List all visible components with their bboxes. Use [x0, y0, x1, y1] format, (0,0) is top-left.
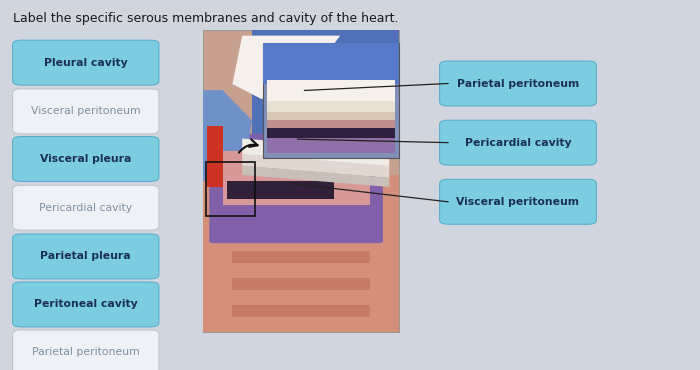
FancyBboxPatch shape	[227, 181, 335, 199]
FancyBboxPatch shape	[209, 134, 383, 243]
FancyBboxPatch shape	[203, 175, 399, 332]
FancyBboxPatch shape	[232, 278, 370, 290]
Polygon shape	[207, 127, 223, 187]
FancyBboxPatch shape	[267, 80, 395, 101]
FancyBboxPatch shape	[13, 40, 159, 85]
FancyBboxPatch shape	[13, 282, 159, 327]
Polygon shape	[232, 36, 340, 99]
Text: Visceral peritoneum: Visceral peritoneum	[31, 106, 141, 116]
FancyBboxPatch shape	[440, 179, 596, 224]
FancyBboxPatch shape	[13, 89, 159, 134]
Text: Peritoneal cavity: Peritoneal cavity	[34, 299, 138, 309]
Text: Parietal peritoneum: Parietal peritoneum	[457, 78, 579, 88]
Polygon shape	[242, 166, 389, 187]
Polygon shape	[242, 138, 389, 169]
Text: Label the specific serous membranes and cavity of the heart.: Label the specific serous membranes and …	[13, 12, 398, 25]
FancyBboxPatch shape	[262, 44, 399, 84]
FancyBboxPatch shape	[267, 120, 395, 128]
FancyBboxPatch shape	[203, 30, 399, 332]
FancyBboxPatch shape	[13, 234, 159, 279]
FancyBboxPatch shape	[223, 151, 370, 205]
FancyBboxPatch shape	[232, 223, 370, 235]
FancyBboxPatch shape	[252, 30, 399, 151]
FancyBboxPatch shape	[267, 112, 395, 120]
FancyBboxPatch shape	[267, 138, 395, 152]
Text: Pleural cavity: Pleural cavity	[44, 58, 127, 68]
Text: Parietal peritoneum: Parietal peritoneum	[32, 347, 139, 357]
Polygon shape	[242, 154, 389, 178]
Text: Visceral peritoneum: Visceral peritoneum	[456, 197, 580, 207]
Text: Visceral pleura: Visceral pleura	[40, 154, 132, 164]
FancyBboxPatch shape	[232, 250, 370, 263]
FancyBboxPatch shape	[440, 120, 596, 165]
FancyBboxPatch shape	[262, 44, 399, 158]
FancyBboxPatch shape	[13, 185, 159, 230]
FancyBboxPatch shape	[13, 330, 159, 370]
Text: Parietal pleura: Parietal pleura	[41, 252, 131, 262]
FancyBboxPatch shape	[440, 61, 596, 106]
Polygon shape	[203, 90, 252, 181]
Text: Pericardial cavity: Pericardial cavity	[465, 138, 571, 148]
FancyBboxPatch shape	[13, 137, 159, 181]
Text: Pericardial cavity: Pericardial cavity	[39, 203, 132, 213]
FancyBboxPatch shape	[267, 128, 395, 138]
FancyBboxPatch shape	[267, 101, 395, 112]
FancyBboxPatch shape	[232, 305, 370, 317]
FancyBboxPatch shape	[232, 196, 370, 208]
